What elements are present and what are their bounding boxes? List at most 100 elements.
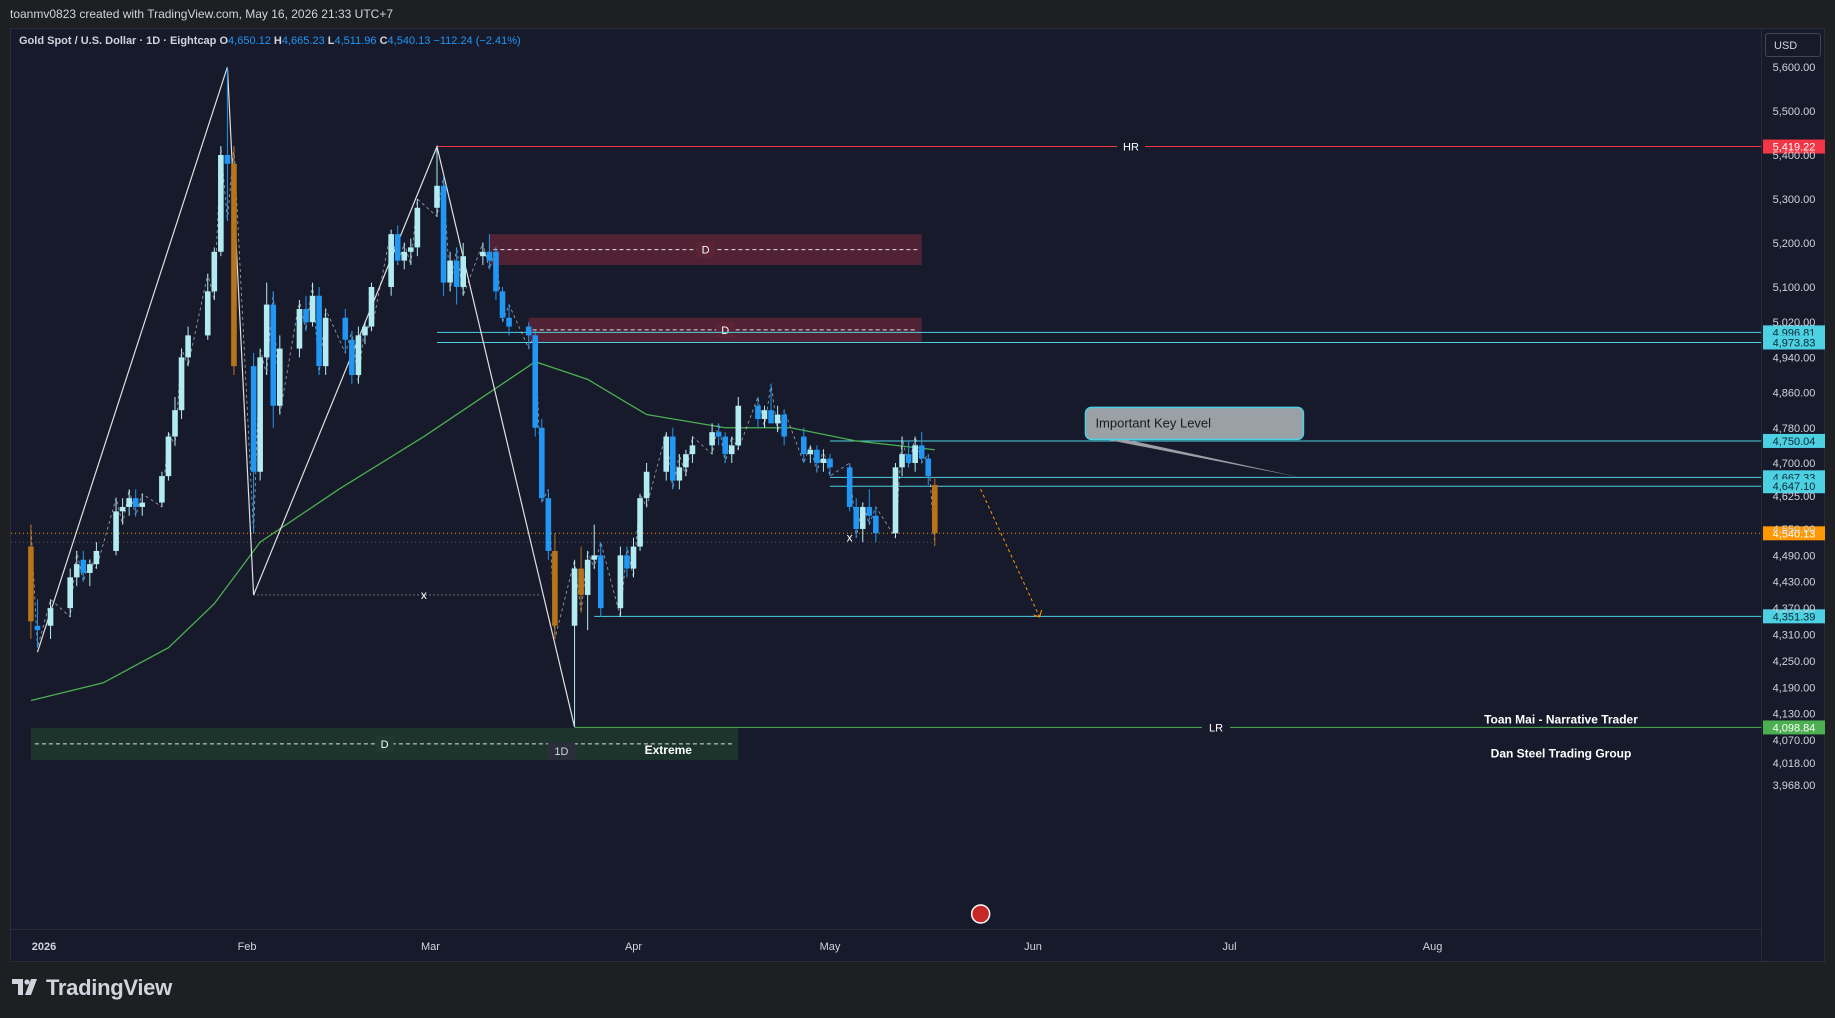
candle-body [270, 304, 277, 406]
timeframe-badge-bg [547, 742, 576, 761]
candle-body [571, 568, 578, 626]
candle-body [532, 335, 539, 428]
candle-body [67, 577, 73, 609]
candle-body [630, 546, 637, 569]
candle-body [807, 449, 814, 455]
candle-body [394, 234, 401, 261]
y-tick-22: 3,968.00 [1773, 780, 1816, 792]
open-value: 4,650.12 [228, 35, 271, 47]
candle-body [316, 295, 322, 367]
candle-body [362, 326, 368, 336]
chart-frame[interactable]: D D D Extreme HR LR x x 1D Important Key Level Toa… [10, 28, 1827, 964]
y-tick-1: 5,500.00 [1773, 106, 1816, 118]
price-tag-bg-2 [1763, 335, 1825, 350]
candle-body [480, 251, 486, 257]
candle-body [578, 568, 584, 595]
zone-label-2: D [381, 739, 389, 751]
candle-body [846, 467, 853, 507]
candle-body [905, 454, 912, 463]
x-tick-1: Feb [238, 941, 257, 953]
price-tag-6: 4,540.13 [1773, 528, 1816, 540]
high-value: 4,665.23 [281, 35, 325, 47]
y-tick-13: 4,490.00 [1773, 550, 1816, 562]
candle-body [309, 295, 316, 323]
y-tick-18: 4,190.00 [1773, 682, 1816, 694]
zone-label-bg-2 [375, 735, 394, 752]
price-chart[interactable]: D D D Extreme HR LR x x 1D Important Key Level Toa… [11, 29, 1761, 929]
candle-body [715, 432, 722, 437]
candle-body [486, 251, 493, 261]
candle-body [637, 498, 643, 547]
candle-body [132, 498, 139, 507]
candle-body [440, 185, 447, 283]
candle-body [499, 291, 506, 318]
zigzag-structure [36, 66, 576, 728]
price-tag-bg-3 [1763, 433, 1825, 448]
candle-body [663, 436, 670, 472]
callout-text: Important Key Level [1095, 415, 1211, 430]
candle-body [768, 410, 774, 424]
x-tick-0: 2026 [32, 941, 56, 953]
zone-label-0: D [702, 245, 710, 257]
time-axis[interactable]: 2026 Feb Mar Apr May Jun Jul Aug [11, 929, 1761, 964]
level-tag-bg-0 [1117, 139, 1145, 154]
candle-body [47, 608, 54, 626]
candle-body [617, 555, 624, 609]
y-tick-21: 4,018.00 [1773, 758, 1816, 770]
candle-body [34, 625, 41, 631]
y-tick-4: 5,200.00 [1773, 238, 1816, 250]
candle-body [303, 308, 309, 323]
x-tick-2: Mar [421, 941, 440, 953]
candle-body [827, 458, 833, 468]
price-tag-bg-5 [1763, 479, 1825, 494]
candle-body [93, 550, 100, 565]
candle-body [493, 251, 499, 292]
candle-body [401, 251, 408, 261]
candle-body [349, 339, 355, 375]
annotation-author: Toan Mai - Narrative Trader [1484, 712, 1638, 726]
tradingview-logo[interactable]: TradingView [12, 975, 172, 1001]
candle-body [866, 506, 873, 516]
candle-body [912, 445, 918, 463]
candle-body [28, 546, 34, 622]
symbol-legend[interactable]: Gold Spot / U.S. Dollar · 1D · Eightcap … [19, 35, 521, 47]
candle-body [932, 484, 938, 534]
candle-body [355, 335, 362, 375]
candle-body [925, 458, 932, 477]
candle-body [296, 308, 303, 349]
candle-body [388, 234, 394, 287]
footer [0, 962, 1835, 1018]
x-tick-3: Apr [625, 941, 642, 953]
candle-body [453, 260, 460, 287]
y-tick-5: 5,100.00 [1773, 282, 1816, 294]
annotation-group: Dan Steel Trading Group [1491, 747, 1632, 761]
candle-body [853, 506, 859, 529]
candle-body [87, 564, 93, 573]
attribution-text: toanmv0823 created with TradingView.com,… [10, 7, 393, 21]
candle-body [342, 317, 349, 340]
y-tick-8: 4,860.00 [1773, 388, 1816, 400]
candle-body [859, 506, 866, 529]
currency-button[interactable]: USD [1765, 33, 1821, 57]
x-marker-0: x [421, 588, 427, 602]
price-axis[interactable]: 5,419.22 4,996.81 4,973.83 4,750.04 4,667.33… [1761, 29, 1827, 963]
candle-body [257, 357, 263, 472]
moving-average-line [30, 361, 935, 702]
y-tick-11: 4,625.00 [1773, 491, 1816, 503]
candle-body [211, 251, 218, 292]
candle-body [447, 260, 453, 283]
y-tick-7: 4,940.00 [1773, 352, 1816, 364]
candle-body [165, 436, 172, 477]
time-axis-labels: 2026 Feb Mar Apr May Jun Jul Aug [32, 941, 1443, 953]
candle-body [597, 555, 604, 609]
attribution-bar: toanmv0823 created with TradingView.com,… [0, 0, 1835, 28]
candle-body [683, 454, 689, 468]
x-tick-5: Jun [1024, 941, 1042, 953]
y-tick-6: 5,020.00 [1773, 317, 1816, 329]
candle-body [820, 458, 827, 463]
candle-body [735, 405, 742, 446]
candle-body [250, 366, 257, 472]
low-label: L [327, 35, 335, 47]
level-tag-8: LR [1209, 722, 1223, 734]
candle-body [689, 445, 696, 455]
